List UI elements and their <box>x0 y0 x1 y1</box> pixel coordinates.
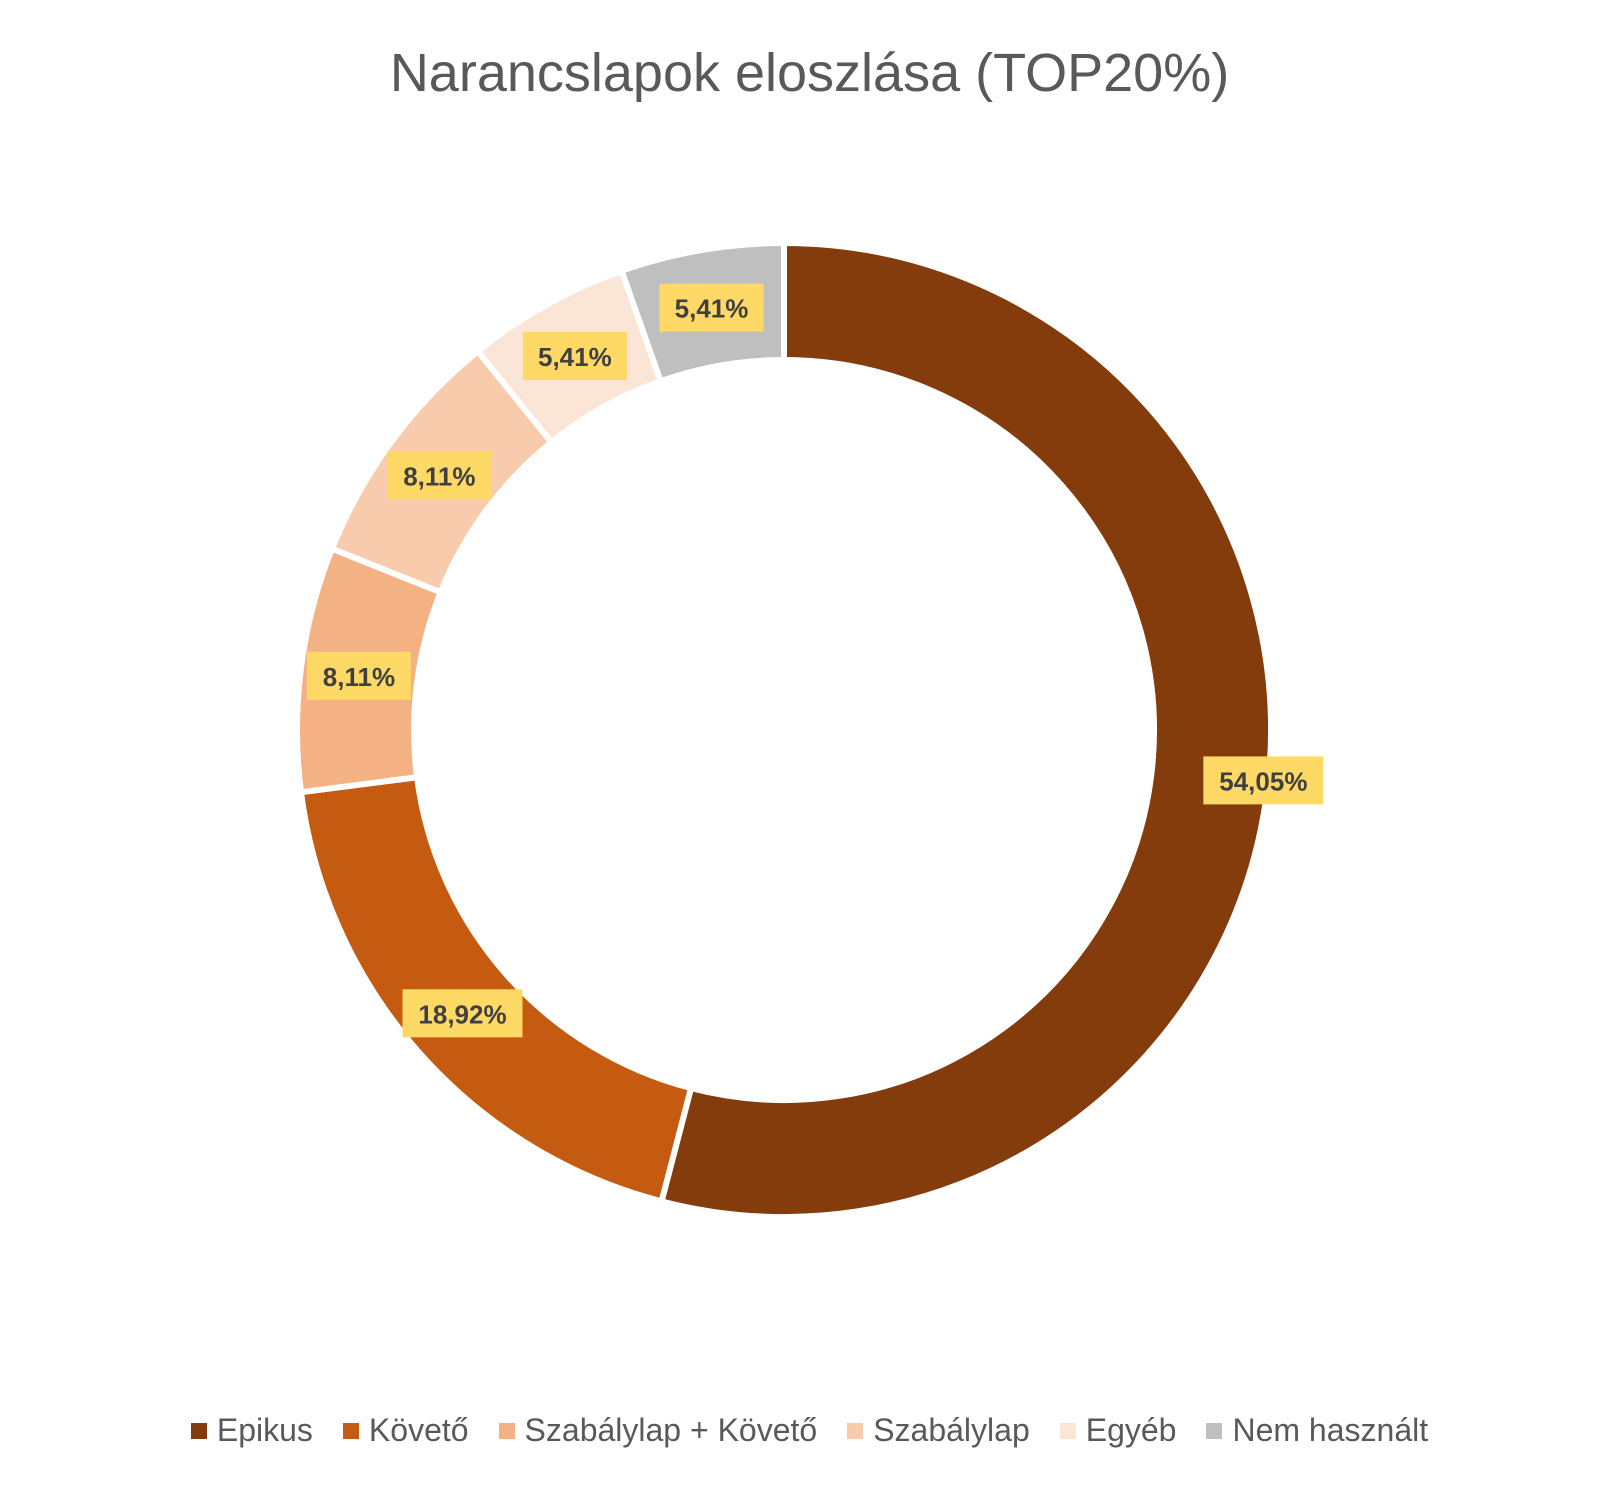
legend-label: Epikus <box>216 1412 313 1448</box>
legend: Epikus Követő Szabálylap + Követő Szabál… <box>0 1412 1619 1449</box>
data-label-text: 8,11% <box>323 662 395 692</box>
legend-swatch <box>847 1422 864 1439</box>
data-label-box <box>522 331 627 380</box>
data-label-text: 5,41% <box>538 342 612 372</box>
data-label-text: 54,05% <box>1219 766 1307 796</box>
data-label-box <box>306 651 411 700</box>
legend-label: Követő <box>368 1412 469 1448</box>
legend-item-nem-hasznalt: Nem használt <box>1206 1412 1428 1449</box>
legend-label: Egyéb <box>1085 1412 1177 1448</box>
data-label-text: 5,41% <box>675 294 749 324</box>
data-label-text: 18,92% <box>418 999 506 1029</box>
legend-swatch <box>190 1422 207 1439</box>
legend-item-szabalylap: Szabálylap <box>847 1412 1030 1449</box>
legend-swatch <box>498 1422 515 1439</box>
data-label-szabalylap-koveto: 8,11% <box>306 651 411 700</box>
legend-swatch <box>1059 1422 1076 1439</box>
data-label-nem-hasznalt: 5,41% <box>659 283 764 332</box>
legend-item-szabalylap-koveto: Szabálylap + Követő <box>498 1412 818 1449</box>
data-label-koveto: 18,92% <box>402 989 523 1038</box>
chart-title: Narancslapok eloszlása (TOP20%) <box>389 43 1230 103</box>
legend-label: Szabálylap + Követő <box>524 1412 818 1448</box>
data-label-egyeb: 5,41% <box>522 331 627 380</box>
legend-label: Nem használt <box>1232 1412 1429 1448</box>
slice-epikus <box>657 239 1274 1220</box>
legend-item-egyeb: Egyéb <box>1059 1412 1177 1449</box>
legend-item-koveto: Követő <box>342 1412 469 1449</box>
data-label-box <box>402 989 523 1038</box>
legend-item-epikus: Epikus <box>190 1412 313 1449</box>
legend-swatch <box>1206 1422 1223 1439</box>
data-label-box <box>1203 756 1324 805</box>
data-label-box <box>387 451 492 500</box>
data-label-szabalylap: 8,11% <box>387 451 492 500</box>
data-label-epikus: 54,05% <box>1203 756 1324 805</box>
data-label-text: 8,11% <box>403 461 475 491</box>
legend-label: Szabálylap <box>873 1412 1030 1448</box>
data-label-box <box>659 283 764 332</box>
donut-chart: 54,05% 18,92% 8,11% 8,11% 5,41% 5,41% <box>297 239 1324 1220</box>
slice-koveto <box>297 773 695 1206</box>
legend-swatch <box>342 1422 359 1439</box>
